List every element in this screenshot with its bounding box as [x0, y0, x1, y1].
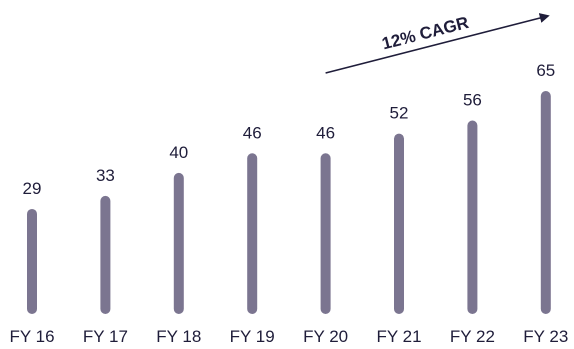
category-label: FY 18	[156, 327, 201, 346]
bars-group	[27, 91, 551, 314]
value-label: 46	[243, 123, 262, 142]
category-label: FY 20	[303, 327, 348, 346]
value-label: 33	[96, 166, 115, 185]
category-label: FY 19	[230, 327, 275, 346]
value-labels-group: 29 33 40 46 46 52 56 65	[23, 61, 556, 198]
category-label: FY 16	[9, 327, 54, 346]
value-label: 40	[169, 143, 188, 162]
value-label: 29	[23, 179, 42, 198]
category-label: FY 22	[450, 327, 495, 346]
category-label: FY 17	[83, 327, 128, 346]
value-label: 56	[463, 90, 482, 109]
category-labels-group: FY 16 FY 17 FY 18 FY 19 FY 20 FY 21 FY 22 FY 23	[9, 327, 568, 346]
value-label: 65	[536, 61, 555, 80]
cagr-annotation: 12% CAGR	[325, 13, 550, 74]
category-label: FY 23	[523, 327, 568, 346]
value-label: 52	[390, 104, 409, 123]
cagr-arrow	[325, 13, 550, 74]
category-label: FY 21	[376, 327, 421, 346]
value-label: 46	[316, 123, 335, 142]
